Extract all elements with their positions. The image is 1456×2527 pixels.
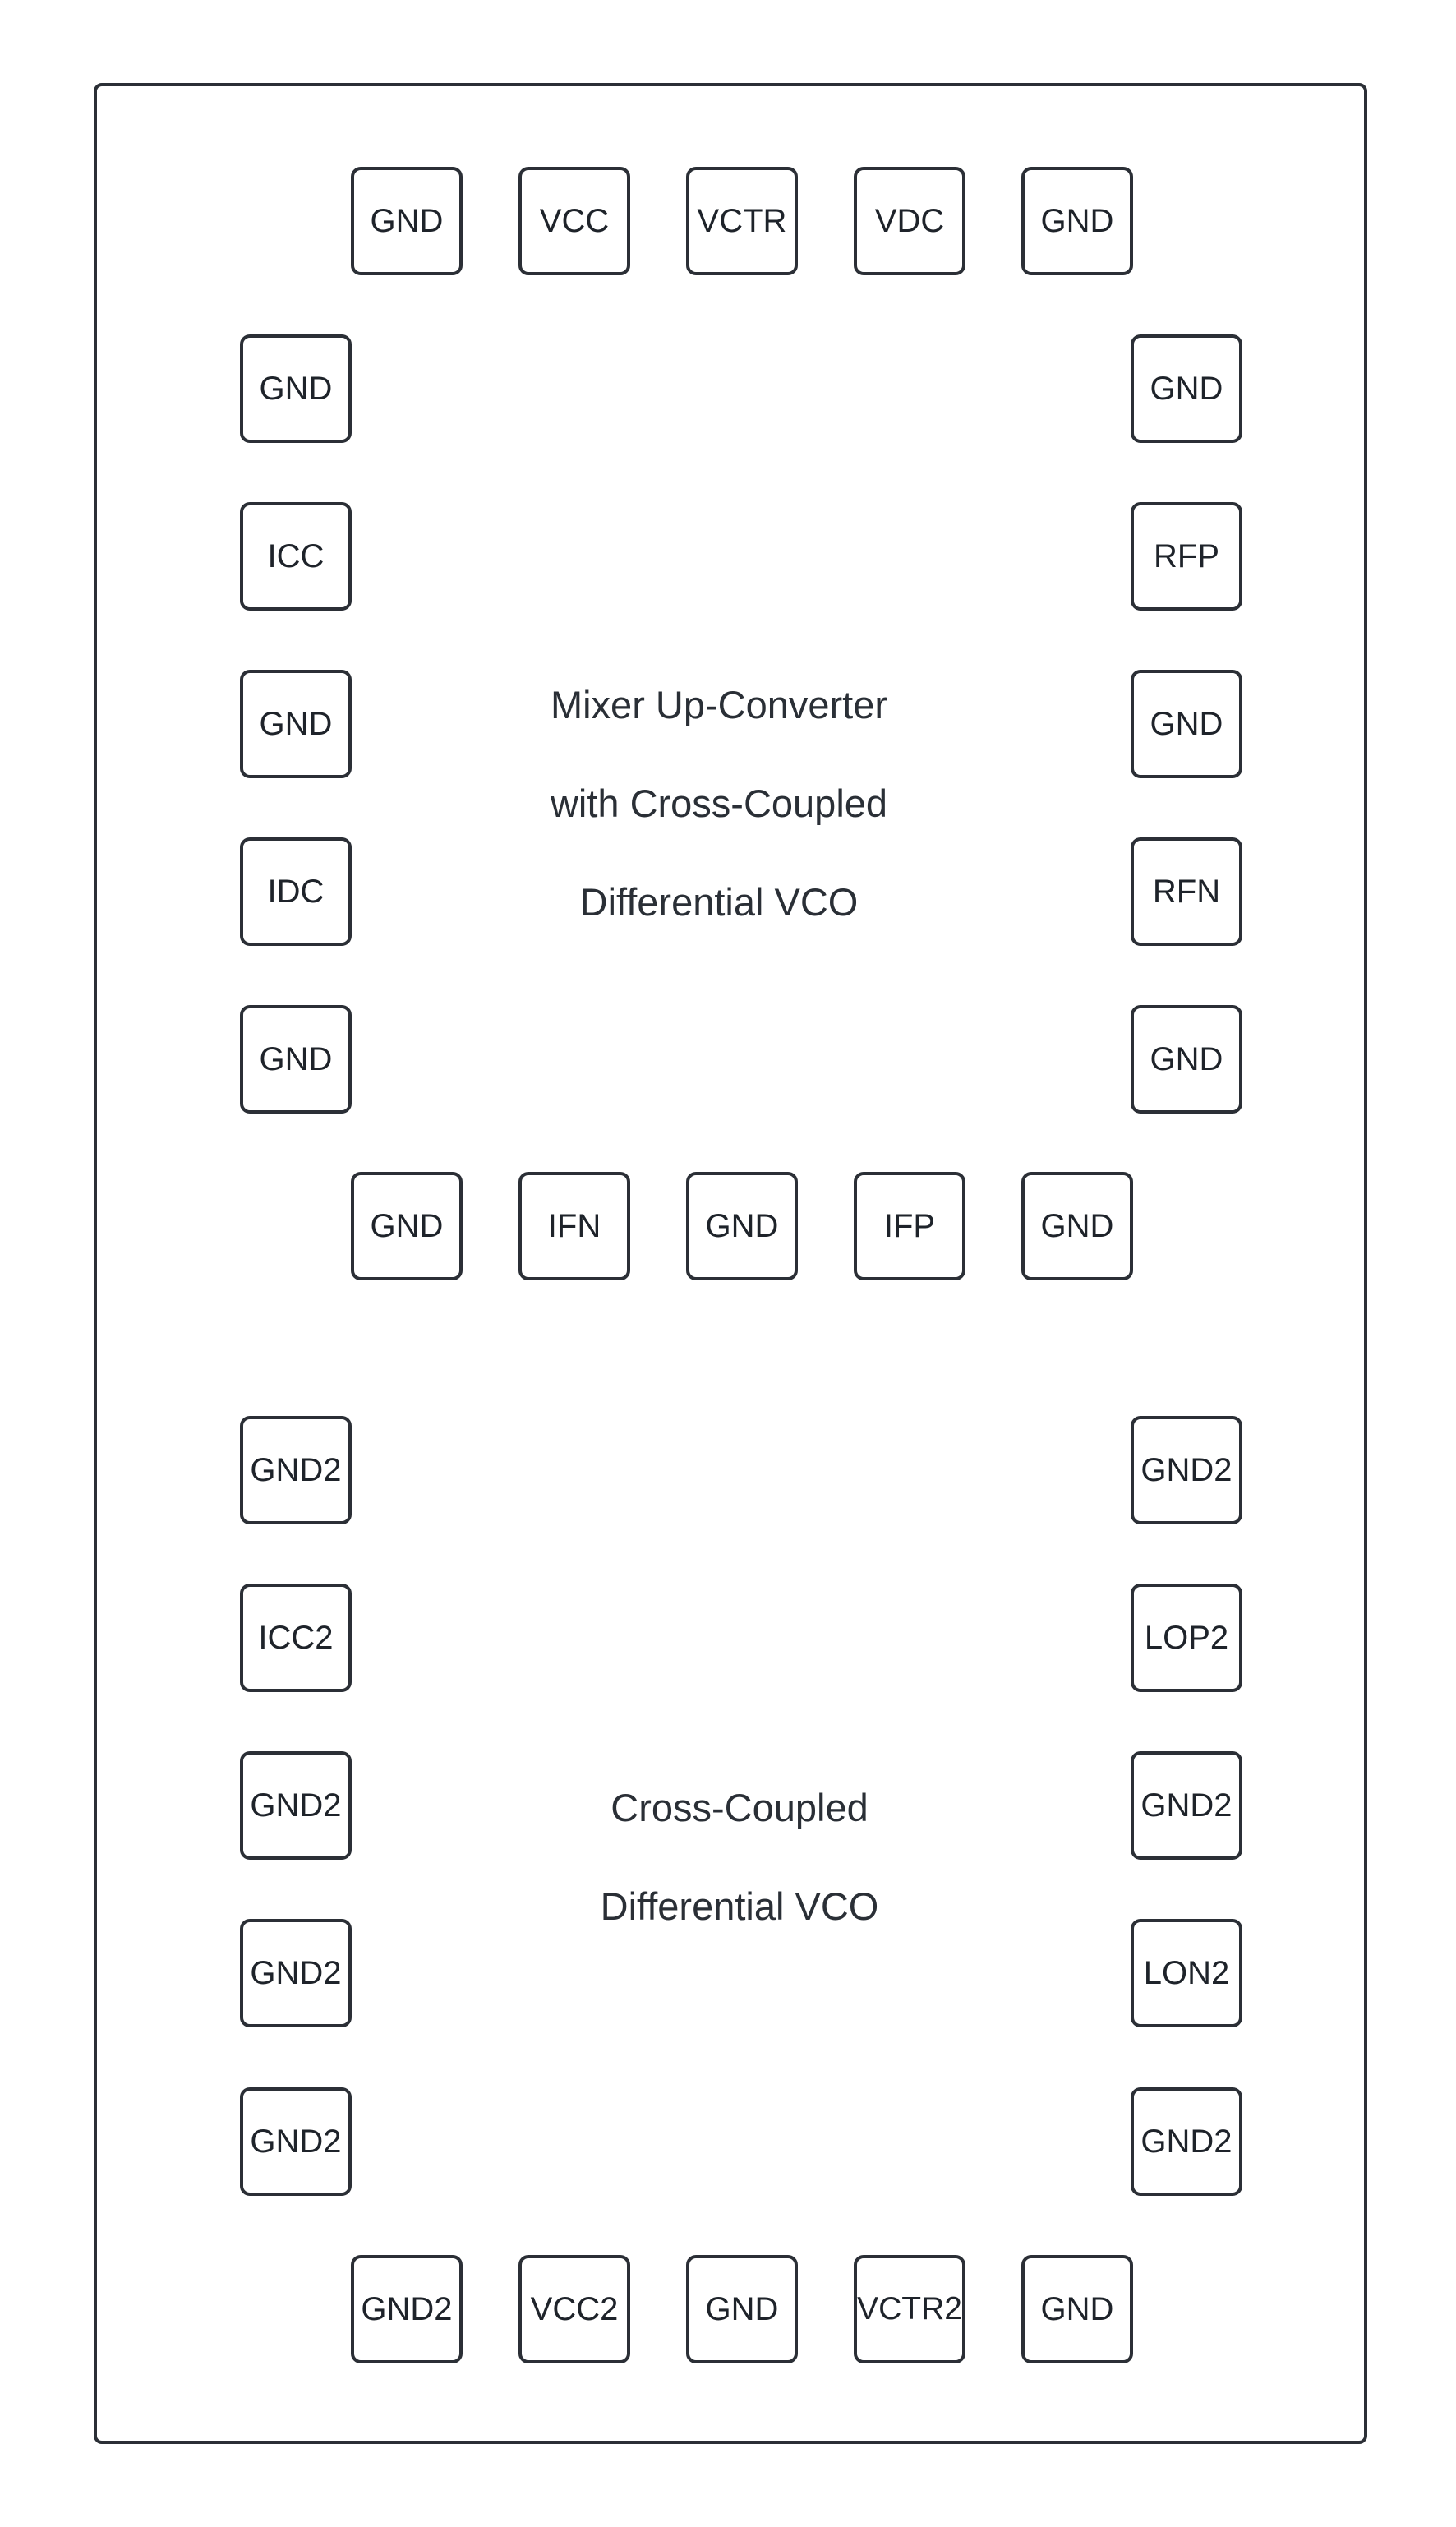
vco-label-line-1: Cross-Coupled (611, 1786, 869, 1829)
pad-left-3: GND (240, 670, 352, 778)
pad-left-4: IDC (240, 837, 352, 946)
pad-top-1: GND (351, 167, 463, 275)
pad-top-3: VCTR (686, 167, 798, 275)
mixer-label-line-2: with Cross-Coupled (550, 782, 888, 825)
pad-bottom-4: IFP (854, 1172, 965, 1280)
pad2-bottom-2: VCC2 (518, 2255, 630, 2363)
pad2-left-2: ICC2 (240, 1584, 352, 1692)
pad-right-4: RFN (1131, 837, 1242, 946)
pad2-left-3: GND2 (240, 1751, 352, 1860)
pad2-bottom-1: GND2 (351, 2255, 463, 2363)
pad2-bottom-4: VCTR2 (854, 2255, 965, 2363)
pad2-bottom-5: GND (1021, 2255, 1133, 2363)
pad2-right-4: LON2 (1131, 1919, 1242, 2027)
vco-block-label: Cross-Coupled Differential VCO (493, 1734, 986, 1981)
pad2-left-5: GND2 (240, 2087, 352, 2196)
mixer-label-line-3: Differential VCO (579, 880, 859, 924)
pad2-left-1: GND2 (240, 1416, 352, 1524)
pad-bottom-1: GND (351, 1172, 463, 1280)
pad-top-2: VCC (518, 167, 630, 275)
pad-right-3: GND (1131, 670, 1242, 778)
pad-bottom-5: GND (1021, 1172, 1133, 1280)
pad2-right-1: GND2 (1131, 1416, 1242, 1524)
pad2-bottom-3: GND (686, 2255, 798, 2363)
pad-bottom-3: GND (686, 1172, 798, 1280)
pad-right-5: GND (1131, 1005, 1242, 1114)
pad-top-4: VDC (854, 167, 965, 275)
mixer-block-label: Mixer Up-Converter with Cross-Coupled Di… (472, 631, 965, 976)
pad-top-5: GND (1021, 167, 1133, 275)
pad-left-5: GND (240, 1005, 352, 1114)
pad2-right-2: LOP2 (1131, 1584, 1242, 1692)
pad-right-2: RFP (1131, 502, 1242, 611)
pad-right-1: GND (1131, 334, 1242, 443)
pad2-right-3: GND2 (1131, 1751, 1242, 1860)
mixer-label-line-1: Mixer Up-Converter (550, 683, 888, 726)
pad-left-2: ICC (240, 502, 352, 611)
pad-left-1: GND (240, 334, 352, 443)
chip-package-outline (94, 83, 1367, 2444)
pad2-left-4: GND2 (240, 1919, 352, 2027)
vco-label-line-2: Differential VCO (600, 1884, 879, 1928)
pad2-right-5: GND2 (1131, 2087, 1242, 2196)
pad-bottom-2: IFN (518, 1172, 630, 1280)
